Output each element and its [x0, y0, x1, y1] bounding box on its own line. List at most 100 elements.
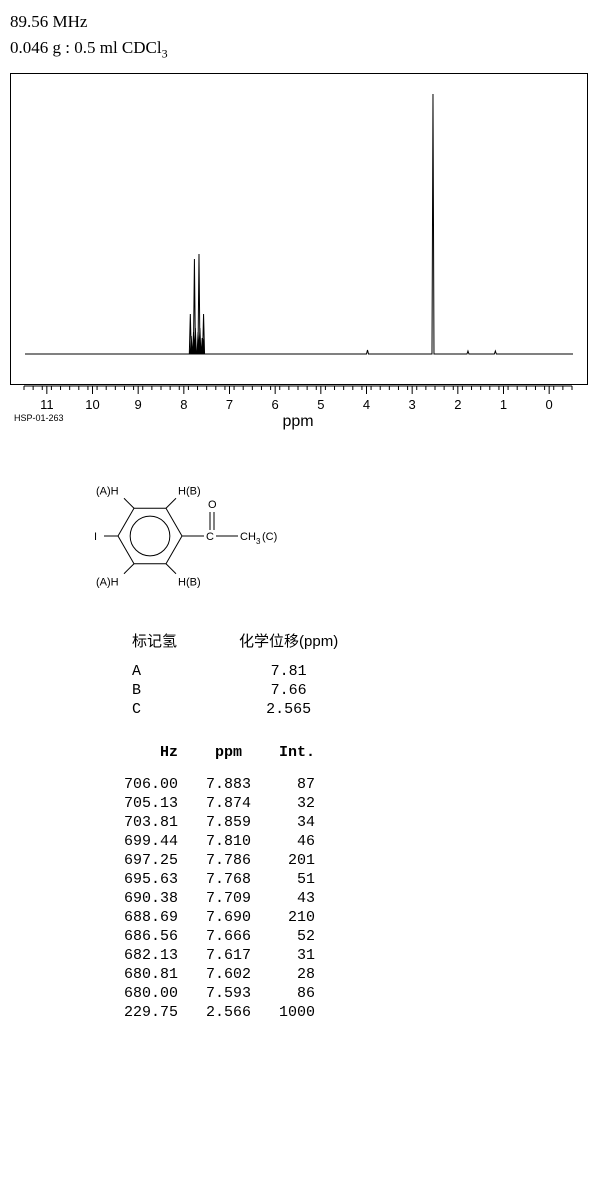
peak-int: 86 [265, 984, 329, 1003]
peak-int: 32 [265, 794, 329, 813]
peak-row: 705.137.87432 [110, 794, 329, 813]
assignment-table: 标记氢 化学位移(ppm) A7.81B7.66C2.565 [100, 624, 370, 720]
assign-col1: 标记氢 [102, 626, 207, 661]
peak-row: 706.007.88387 [110, 775, 329, 794]
svg-text:3: 3 [409, 397, 416, 412]
peak-hz: 699.44 [110, 832, 192, 851]
peak-int: 87 [265, 775, 329, 794]
spectrum-code: HSP-01-263 [14, 413, 64, 423]
peak-int: 34 [265, 813, 329, 832]
svg-text:2: 2 [454, 397, 461, 412]
peak-row: 697.257.786201 [110, 851, 329, 870]
peak-ppm: 7.859 [192, 813, 265, 832]
svg-text:0: 0 [546, 397, 553, 412]
peak-hz: 690.38 [110, 889, 192, 908]
peak-ppm: 7.810 [192, 832, 265, 851]
svg-text:4: 4 [363, 397, 370, 412]
peak-ppm: 7.666 [192, 927, 265, 946]
peak-header-row: Hz ppm Int. [110, 744, 329, 775]
peak-int: 43 [265, 889, 329, 908]
svg-text:(A)H: (A)H [96, 577, 119, 589]
peak-hz: 706.00 [110, 775, 192, 794]
structure-svg: I(A)HH(B)(A)HH(B)COCH3(C) [70, 461, 330, 611]
svg-text:H(B): H(B) [178, 577, 201, 589]
peak-int: 28 [265, 965, 329, 984]
peak-ppm: 2.566 [192, 1003, 265, 1022]
peak-hz: 703.81 [110, 813, 192, 832]
peak-hz: 682.13 [110, 946, 192, 965]
peak-row: 686.567.66652 [110, 927, 329, 946]
peak-hz: 229.75 [110, 1003, 192, 1022]
peak-ppm: 7.617 [192, 946, 265, 965]
peak-hz: 680.81 [110, 965, 192, 984]
peak-hz: 695.63 [110, 870, 192, 889]
peak-ppm: 7.690 [192, 908, 265, 927]
peak-row: 688.697.690210 [110, 908, 329, 927]
svg-text:3: 3 [256, 537, 261, 546]
peak-int: 201 [265, 851, 329, 870]
axis-svg: 11109876543210 [10, 385, 586, 415]
spectrum-svg [11, 74, 587, 384]
peak-ppm: 7.602 [192, 965, 265, 984]
peak-table: Hz ppm Int. 706.007.88387705.137.8743270… [110, 744, 329, 1022]
assign-shift: 7.66 [209, 682, 368, 699]
peak-row: 699.447.81046 [110, 832, 329, 851]
peak-int: 46 [265, 832, 329, 851]
peak-hz: 680.00 [110, 984, 192, 1003]
spectrum-plot [10, 73, 588, 385]
peak-int: 210 [265, 908, 329, 927]
peak-hz: 705.13 [110, 794, 192, 813]
svg-text:7: 7 [226, 397, 233, 412]
peak-ppm: 7.709 [192, 889, 265, 908]
svg-text:9: 9 [135, 397, 142, 412]
svg-text:6: 6 [272, 397, 279, 412]
assignment-row: A7.81 [102, 663, 368, 680]
peak-int: 51 [265, 870, 329, 889]
assign-label: B [102, 682, 207, 699]
assign-shift: 7.81 [209, 663, 368, 680]
peak-ppm: 7.883 [192, 775, 265, 794]
peak-row: 682.137.61731 [110, 946, 329, 965]
svg-text:I: I [94, 531, 97, 543]
peak-hz: 688.69 [110, 908, 192, 927]
peak-col-ppm: ppm [192, 744, 265, 775]
assignment-row: C2.565 [102, 701, 368, 718]
peak-int: 31 [265, 946, 329, 965]
peak-row: 695.637.76851 [110, 870, 329, 889]
assign-label: C [102, 701, 207, 718]
svg-text:5: 5 [317, 397, 324, 412]
assignment-row: B7.66 [102, 682, 368, 699]
svg-text:O: O [208, 499, 217, 511]
svg-text:8: 8 [180, 397, 187, 412]
assign-col2: 化学位移(ppm) [209, 626, 368, 661]
svg-text:H(B): H(B) [178, 486, 201, 498]
peak-row: 680.817.60228 [110, 965, 329, 984]
svg-text:CH: CH [240, 531, 256, 543]
peak-ppm: 7.768 [192, 870, 265, 889]
axis-row: 11109876543210 [10, 385, 586, 415]
structure-diagram: I(A)HH(B)(A)HH(B)COCH3(C) [70, 461, 605, 614]
peak-int: 1000 [265, 1003, 329, 1022]
peak-row: 680.007.59386 [110, 984, 329, 1003]
svg-text:(C): (C) [262, 531, 277, 543]
freq-line: 89.56 MHz [10, 12, 605, 32]
svg-text:1: 1 [500, 397, 507, 412]
svg-text:C: C [206, 531, 214, 543]
assignment-header-row: 标记氢 化学位移(ppm) [102, 626, 368, 661]
peak-ppm: 7.593 [192, 984, 265, 1003]
peak-hz: 697.25 [110, 851, 192, 870]
peak-col-hz: Hz [110, 744, 192, 775]
peak-row: 229.752.5661000 [110, 1003, 329, 1022]
peak-ppm: 7.786 [192, 851, 265, 870]
sample-line-sub: 3 [162, 46, 168, 60]
svg-text:10: 10 [85, 397, 99, 412]
assign-shift: 2.565 [209, 701, 368, 718]
sample-line-text: 0.046 g : 0.5 ml CDCl [10, 38, 162, 57]
peak-int: 52 [265, 927, 329, 946]
sample-line: 0.046 g : 0.5 ml CDCl3 [10, 38, 605, 61]
peak-col-int: Int. [265, 744, 329, 775]
peak-hz: 686.56 [110, 927, 192, 946]
axis-unit: ppm [282, 413, 313, 430]
peak-row: 703.817.85934 [110, 813, 329, 832]
axis-label-row: HSP-01-263 ppm [10, 413, 586, 431]
